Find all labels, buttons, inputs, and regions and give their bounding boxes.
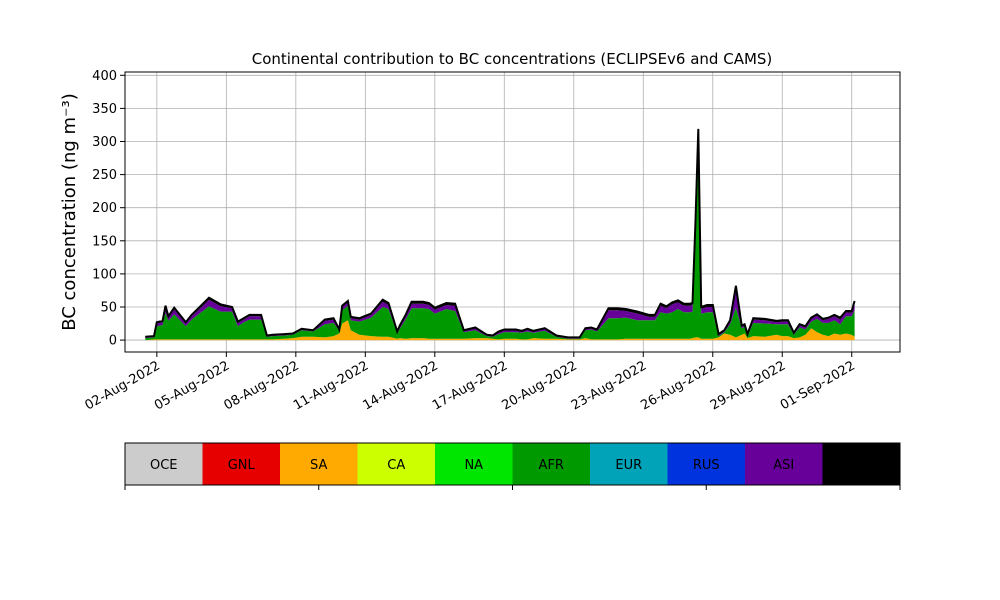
colorbar-cell-rus [667,443,746,485]
area-sa [145,320,855,341]
y-tick-label: 300 [92,135,117,150]
y-axis-ticks: 0 50 100 150 200 250 300 350 400 [92,69,125,349]
colorbar-label-ca: CA [387,458,405,473]
x-tick-label: 02-Aug-2022 [83,358,163,413]
y-tick-label: 200 [92,201,117,216]
y-tick-label: 150 [92,234,117,249]
colorbar-label-sa: SA [310,458,327,473]
colorbar: OCE GNL SA CA NA AFR EUR RUS ASI AUS [124,442,901,490]
x-tick-label: 11-Aug-2022 [291,358,371,413]
plot-total-line [145,128,856,339]
colorbar-cell-ca [357,443,436,485]
colorbar-cell-oce [125,443,203,485]
colorbar-cell-asi [745,443,823,485]
y-tick-label: 0 [109,334,117,349]
colorbar-label-gnl: GNL [228,458,256,473]
x-tick-label: 05-Aug-2022 [152,358,232,413]
x-tick-label: 14-Aug-2022 [360,358,440,413]
chart-title: Continental contribution to BC concentra… [252,50,773,68]
y-tick-label: 350 [92,102,117,117]
colorbar-label-aus: AUS [848,458,875,473]
colorbar-label-eur: EUR [615,458,642,473]
x-tick-label: 17-Aug-2022 [430,358,510,413]
colorbar-cell-gnl [202,443,281,485]
y-tick-label: 50 [100,300,117,315]
colorbar-cell-na [435,443,513,485]
colorbar-cell-aus [822,443,901,485]
x-tick-label: 08-Aug-2022 [221,358,301,413]
x-tick-label: 23-Aug-2022 [569,358,649,413]
colorbar-label-asi: ASI [773,458,794,473]
total-line [145,128,856,339]
y-axis-label: BC concentration (ng m⁻³) [59,93,80,331]
x-axis-ticks: 02-Aug-202205-Aug-202208-Aug-202211-Aug-… [83,352,858,414]
colorbar-cell-eur [590,443,668,485]
y-tick-label: 250 [92,168,117,183]
x-tick-label: 26-Aug-2022 [638,358,718,413]
colorbar-cell-sa [280,443,358,485]
x-tick-label: 01-Sep-2022 [778,358,858,413]
plot-grid [125,72,900,352]
colorbar-cell-afr [512,443,591,485]
area-asi [145,132,855,339]
y-tick-label: 400 [92,69,117,84]
plot-frame [124,71,901,353]
colorbar-label-na: NA [464,458,483,473]
x-tick-label: 29-Aug-2022 [708,358,788,413]
x-tick-label: 20-Aug-2022 [499,358,579,413]
plot-areas [145,128,855,341]
area-afr [145,138,855,341]
colorbar-label-afr: AFR [539,458,564,473]
y-tick-label: 100 [92,267,117,282]
colorbar-label-rus: RUS [693,458,720,473]
colorbar-label-oce: OCE [150,458,178,473]
